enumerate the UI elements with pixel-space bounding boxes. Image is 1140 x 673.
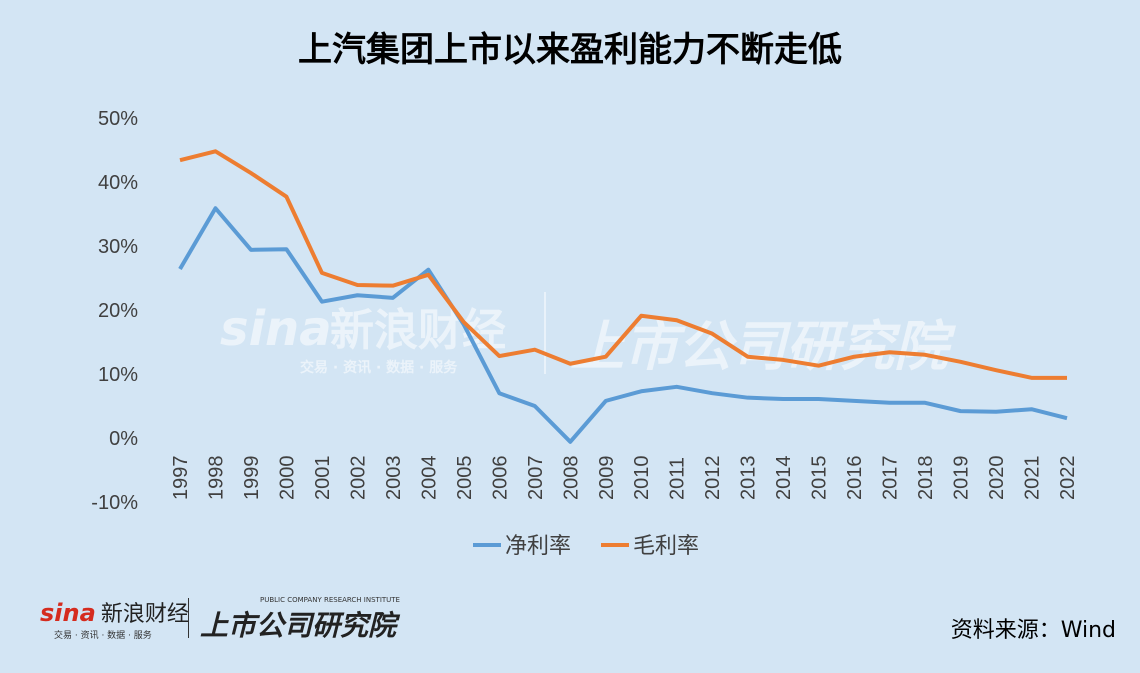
series-line-净利率 [178,206,1068,444]
y-tick-label: 50% [98,108,138,130]
x-tick-label: 2008 [560,456,582,501]
x-tick-label: 2003 [383,456,405,501]
x-tick-label: 2020 [986,456,1008,501]
watermark-institute: 上市公司研究院 [570,315,956,378]
y-tick-label: -10% [91,492,138,514]
institute-logo: PUBLIC COMPANY RESEARCH INSTITUTE 上市公司研究… [200,596,400,644]
x-tick-label: 2021 [1022,456,1044,501]
sina-logo-cn: 新浪财经 [100,602,189,627]
x-tick-label: 2015 [809,456,831,501]
x-tick-label: 2016 [844,456,866,501]
series-lines [178,149,1068,444]
legend-label: 净利率 [505,534,571,559]
institute-logo-cn: 上市公司研究院 [200,609,397,642]
logo-divider [188,598,189,638]
x-tick-label: 2014 [773,456,795,501]
x-tick-label: 2005 [454,456,476,501]
x-tick-label: 2009 [596,456,618,501]
watermark-sina-cn: 新浪财经 [330,305,506,356]
legend-label: 毛利率 [633,534,699,559]
y-tick-label: 30% [98,236,138,258]
series-line-毛利率 [179,149,1067,380]
x-tick-label: 1998 [205,456,227,501]
y-tick-label: 20% [98,300,138,322]
x-tick-label: 2017 [880,456,902,501]
x-tick-label: 2006 [489,456,511,501]
watermark: sina 新浪财经 交易 · 资讯 · 数据 · 服务 上市公司研究院 [220,292,956,378]
x-tick-label: 2000 [276,456,298,501]
x-tick-label: 2019 [951,456,973,501]
x-tick-label: 2010 [631,456,653,501]
y-tick-label: 0% [109,428,138,450]
x-tick-label: 2011 [667,457,689,500]
y-axis: -10% 0% 10% 20% 30% 40% 50% [91,108,138,514]
watermark-sina: sina [220,301,332,357]
x-tick-label: 2022 [1057,456,1079,501]
x-tick-label: 2001 [312,456,334,501]
sina-logo-text: sina [40,599,96,627]
x-tick-label: 2018 [915,456,937,501]
legend: 净利率 毛利率 [473,534,699,559]
x-tick-label: 2012 [702,456,724,501]
x-tick-label: 2004 [418,456,440,501]
x-tick-label: 1997 [170,456,192,501]
x-tick-label: 2007 [525,456,547,501]
y-tick-label: 40% [98,172,138,194]
x-tick-label: 2013 [738,456,760,501]
source-note: 资料来源：Wind [950,618,1116,643]
sina-logo-sub: 交易 · 资讯 · 数据 · 服务 [54,631,152,641]
watermark-sina-sub: 交易 · 资讯 · 数据 · 服务 [300,359,458,376]
institute-logo-en: PUBLIC COMPANY RESEARCH INSTITUTE [260,596,400,604]
sina-finance-logo: sina 新浪财经 交易 · 资讯 · 数据 · 服务 [40,596,189,641]
x-axis: 1997 1998 1999 2000 2001 2002 2003 2004 2005 2006… [170,456,1079,501]
x-tick-label: 2002 [347,456,369,501]
x-tick-label: 1999 [241,456,263,501]
y-tick-label: 10% [98,364,138,386]
chart-title: 上汽集团上市以来盈利能力不断走低 [298,30,842,70]
